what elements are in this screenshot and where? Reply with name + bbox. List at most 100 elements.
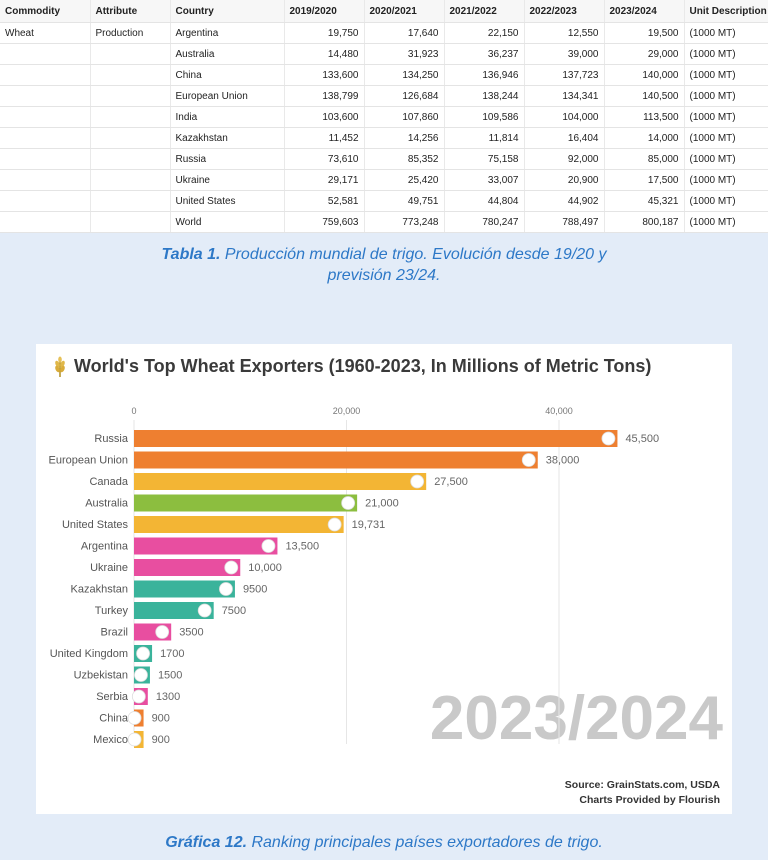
table-cell: (1000 MT): [684, 85, 768, 107]
production-table-panel: Commodity Attribute Country 2019/2020 2020/2…: [0, 0, 768, 233]
table-cell: 11,814: [444, 127, 525, 149]
source-line-1: Source: GrainStats.com, USDA: [564, 779, 720, 791]
wheat-production-table: Commodity Attribute Country 2019/2020 2020/2…: [0, 0, 768, 233]
column-header: 2023/2024: [604, 0, 685, 23]
table-cell: 126,684: [364, 85, 445, 107]
table-cell: 107,860: [364, 106, 445, 128]
flag-icon: [341, 496, 356, 510]
table-cell: [0, 148, 91, 170]
column-header: Attribute: [90, 0, 171, 23]
table-cell: 19,750: [284, 22, 365, 44]
flag-icon: [261, 539, 276, 553]
table-cell: World: [170, 211, 285, 233]
chart-caption: Gráfica 12. Ranking principales países e…: [0, 832, 768, 853]
table-header-row: Commodity Attribute Country 2019/2020 2020/2…: [0, 0, 768, 23]
table-caption-text-1: Producción mundial de trigo. Evolución d…: [220, 246, 607, 263]
table-cell: 73,610: [284, 148, 365, 170]
table-cell: 134,250: [364, 64, 445, 86]
flag-icon: [521, 453, 536, 467]
table-cell: 138,799: [284, 85, 365, 107]
bar: [134, 537, 278, 555]
table-cell: 44,902: [524, 190, 605, 212]
table-row: European Union 138,799 126,684 138,244 134,3…: [0, 85, 768, 107]
table-cell: [90, 106, 171, 128]
column-header: 2022/2023: [524, 0, 605, 23]
category-label: Brazil: [100, 627, 128, 639]
table-cell: Ukraine: [170, 169, 285, 191]
table-cell: 25,420: [364, 169, 445, 191]
x-tick-label: 20,000: [333, 406, 361, 416]
flag-icon: [155, 625, 170, 639]
category-label: Mexico: [93, 734, 128, 746]
table-cell: [0, 169, 91, 191]
flag-icon: [127, 732, 142, 747]
flag-icon: [327, 517, 342, 532]
bar: [134, 602, 214, 619]
table-cell: European Union: [170, 85, 285, 107]
table-cell: 759,603: [284, 211, 365, 233]
table-row: Wheat Production Argentina 19,750 17,640 22,1…: [0, 22, 768, 44]
flag-icon: [224, 560, 239, 575]
category-label: Russia: [94, 433, 129, 445]
bar-chart-plot: 2023/2024 0 20,000 40,000 Russia 45,500 Europe…: [48, 406, 724, 753]
chart-caption-text: Ranking principales países exportadores …: [247, 834, 603, 851]
category-label: Kazakhstan: [71, 584, 128, 596]
chart-title: World's Top Wheat Exporters (1960-2023, …: [74, 356, 652, 376]
value-label: 9500: [243, 584, 267, 596]
bar: [134, 516, 344, 533]
exporters-chart-card: World's Top Wheat Exporters (1960-2023, …: [36, 344, 732, 814]
table-cell: 44,804: [444, 190, 525, 212]
period-watermark: 2023/2024: [430, 684, 724, 753]
table-cell: 136,946: [444, 64, 525, 86]
x-tick-label: 40,000: [545, 406, 573, 416]
table-cell: Wheat: [0, 22, 91, 44]
table-cell: 140,500: [604, 85, 685, 107]
value-label: 900: [152, 713, 170, 725]
table-cell: [90, 127, 171, 149]
flag-icon: [131, 689, 146, 704]
flag-icon: [601, 431, 616, 446]
table-row: Australia 14,480 31,923 36,237 39,000 29,000(…: [0, 43, 768, 65]
value-label: 1300: [156, 691, 180, 703]
table-cell: (1000 MT): [684, 169, 768, 191]
table-cell: 33,007: [444, 169, 525, 191]
column-header: 2021/2022: [444, 0, 525, 23]
table-row: Ukraine 29,171 25,420 33,007 20,900 17,500 (10…: [0, 169, 768, 191]
bar: [134, 473, 427, 490]
table-cell: (1000 MT): [684, 64, 768, 86]
column-header: Commodity: [0, 0, 91, 23]
table-cell: 780,247: [444, 211, 525, 233]
table-cell: 29,171: [284, 169, 365, 191]
table-cell: [90, 43, 171, 65]
value-label: 900: [152, 734, 170, 746]
table-cell: [90, 64, 171, 86]
value-label: 1700: [160, 648, 184, 660]
table-cell: (1000 MT): [684, 148, 768, 170]
table-caption-label: Tabla 1.: [161, 246, 221, 263]
table-body: Wheat Production Argentina 19,750 17,640 22,1…: [0, 22, 768, 233]
table-cell: (1000 MT): [684, 127, 768, 149]
bar: [134, 451, 538, 469]
table-cell: [90, 85, 171, 107]
table-cell: (1000 MT): [684, 22, 768, 44]
table-cell: 31,923: [364, 43, 445, 65]
table-cell: [0, 64, 91, 86]
category-label: United Kingdom: [50, 648, 128, 660]
table-cell: 20,900: [524, 169, 605, 191]
table-cell: (1000 MT): [684, 106, 768, 128]
category-label: China: [99, 713, 129, 725]
table-caption: Tabla 1. Producción mundial de trigo. Ev…: [0, 244, 768, 286]
category-label: United States: [62, 519, 129, 531]
value-label: 21,000: [365, 498, 399, 510]
table-caption-text-2: previsión 23/24.: [327, 267, 441, 284]
table-cell: 104,000: [524, 106, 605, 128]
table-cell: 36,237: [444, 43, 525, 65]
table-cell: 85,000: [604, 148, 685, 170]
table-row: Russia 73,610 85,352 75,158 92,000 85,000 (100…: [0, 148, 768, 170]
table-cell: China: [170, 64, 285, 86]
flag-icon: [134, 668, 148, 682]
bar: [134, 580, 235, 598]
table-cell: 22,150: [444, 22, 525, 44]
table-cell: 17,500: [604, 169, 685, 191]
table-cell: [0, 106, 91, 128]
